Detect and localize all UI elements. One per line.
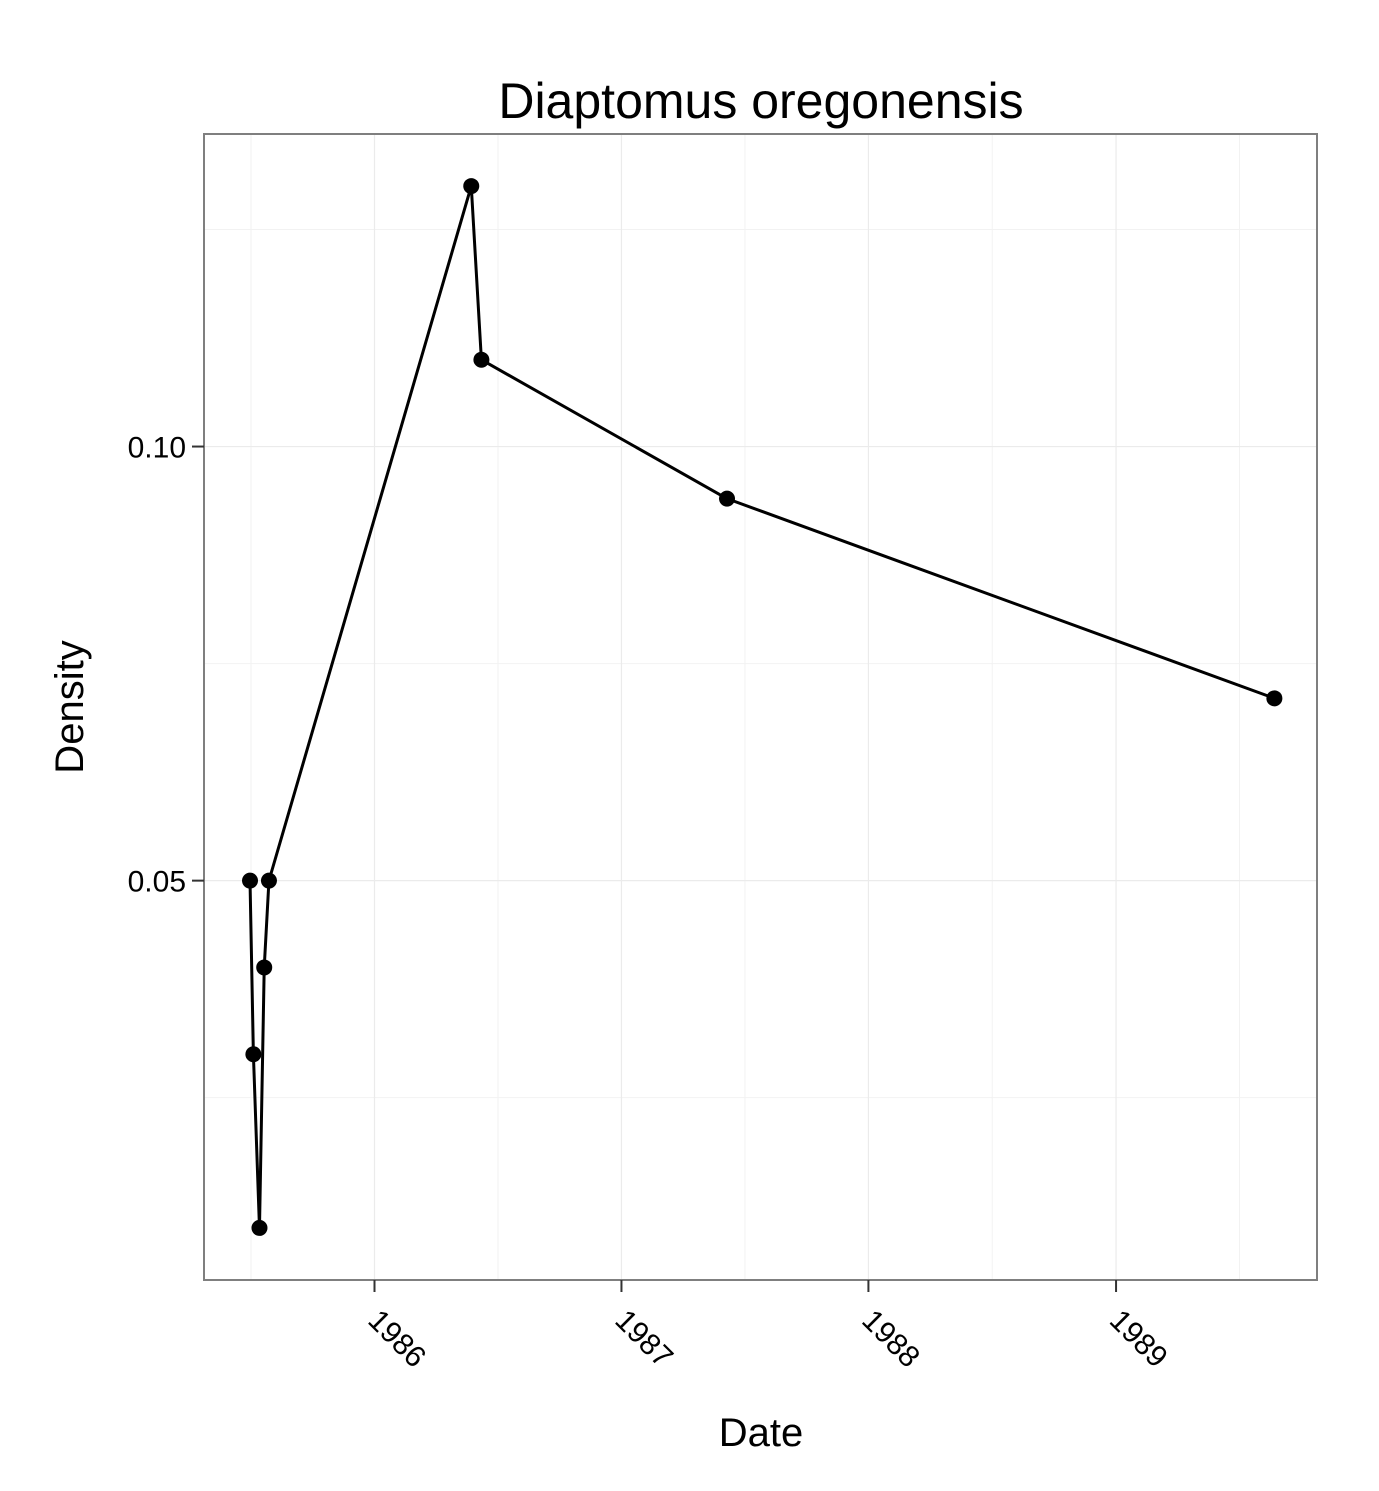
chart-title: Diaptomus oregonensis <box>498 73 1023 129</box>
data-point-4 <box>260 872 277 889</box>
x-tick-label-1986: 1986 <box>362 1304 433 1375</box>
x-tick-label-1987: 1987 <box>609 1304 680 1375</box>
data-point-3 <box>256 959 273 976</box>
x-tick-label-1989: 1989 <box>1103 1304 1174 1375</box>
y-axis-title: Density <box>48 640 92 773</box>
plot-border <box>203 133 1318 1281</box>
major-gridlines <box>204 134 1317 1280</box>
x-tick-label-1988: 1988 <box>855 1304 926 1375</box>
minor-gridlines <box>204 134 1317 1280</box>
data-point-6 <box>473 351 490 368</box>
axis-ticks <box>192 445 1118 1292</box>
y-tick-label-0.05: 0.05 <box>128 866 186 899</box>
data-point-8 <box>1266 690 1283 707</box>
data-point-1 <box>245 1046 262 1063</box>
data-point-7 <box>719 490 736 507</box>
x-tick-labels: 1986 1987 1988 1989 <box>362 1304 1174 1375</box>
data-point-5 <box>463 178 480 195</box>
y-tick-labels: 0.05 0.10 <box>128 432 186 899</box>
data-point-2 <box>251 1219 268 1236</box>
y-tick-label-0.10: 0.10 <box>128 432 186 465</box>
data-point-0 <box>242 872 259 889</box>
series-layer <box>242 178 1283 1236</box>
x-axis-title: Date <box>719 1411 804 1455</box>
plot-panel <box>204 134 1317 1280</box>
